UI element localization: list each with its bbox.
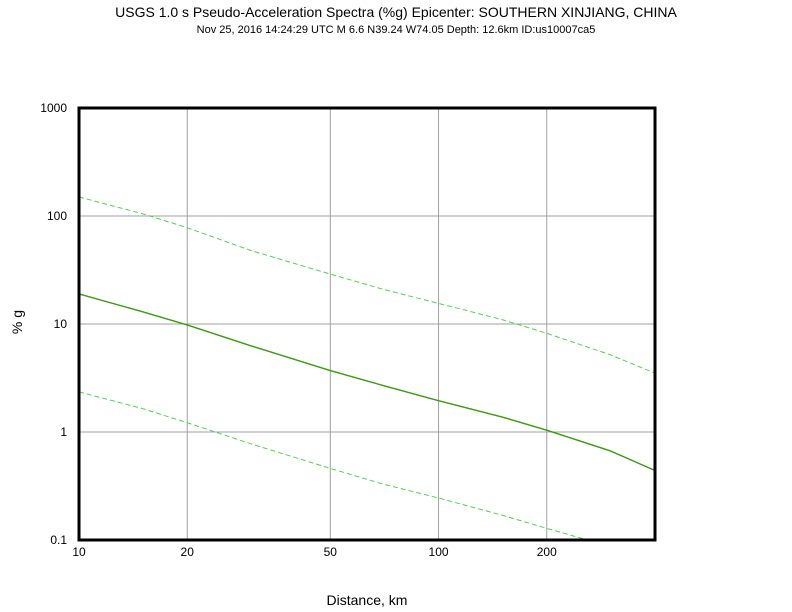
y-axis-label: % g (9, 310, 25, 334)
x-tick-label: 10 (72, 545, 86, 559)
y-tick-label: 10 (54, 317, 68, 331)
x-tick-label: 50 (324, 545, 338, 559)
y-tick-label: 100 (47, 209, 67, 223)
y-tick-label: 1 (60, 425, 67, 439)
y-tick-label: 0.1 (50, 533, 67, 547)
tick-labels: 10 20 50 100 200 0.1 1 10 100 1000 (40, 101, 557, 559)
y-tick-label: 1000 (40, 101, 67, 115)
plot-frame (77, 106, 657, 542)
chart-title: USGS 1.0 s Pseudo-Acceleration Spectra (… (115, 4, 677, 20)
x-tick-label: 20 (181, 545, 195, 559)
x-tick-label: 200 (537, 545, 557, 559)
dashed-bound-curve (78, 391, 588, 541)
series-group (78, 196, 656, 541)
median-curve (78, 293, 656, 472)
x-axis-label: Distance, km (327, 592, 408, 608)
grid-lines (78, 107, 655, 541)
chart-subtitle: Nov 25, 2016 14:24:29 UTC M 6.6 N39.24 W… (196, 24, 596, 36)
dashed-bound-curve (78, 196, 656, 374)
x-tick-label: 100 (429, 545, 449, 559)
